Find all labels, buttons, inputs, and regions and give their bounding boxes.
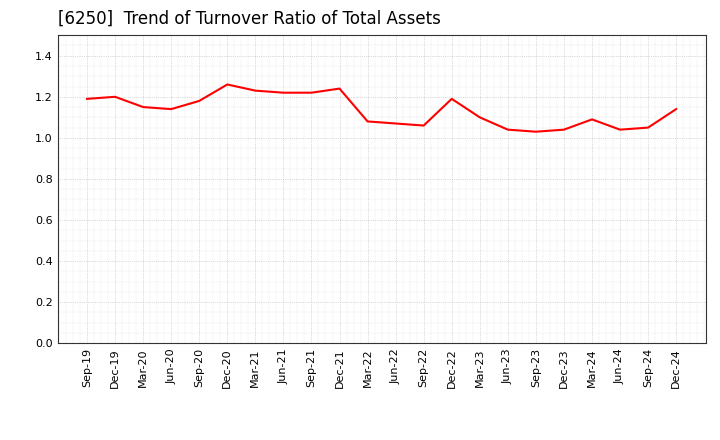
Text: [6250]  Trend of Turnover Ratio of Total Assets: [6250] Trend of Turnover Ratio of Total …	[58, 10, 441, 28]
